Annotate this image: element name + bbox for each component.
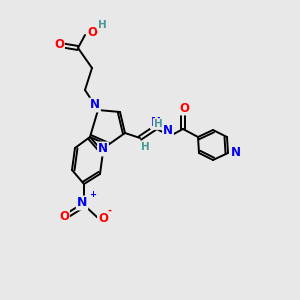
Text: H: H — [98, 20, 106, 30]
Text: -: - — [108, 206, 112, 216]
Text: O: O — [59, 209, 69, 223]
Text: O: O — [179, 101, 189, 115]
Text: H: H — [141, 142, 149, 152]
Text: O: O — [54, 38, 64, 50]
Text: N: N — [90, 98, 100, 112]
Text: N: N — [98, 142, 108, 155]
Text: O: O — [87, 26, 97, 38]
Text: H: H — [154, 119, 162, 129]
Text: N: N — [163, 124, 173, 136]
Text: N: N — [231, 146, 241, 158]
Text: O: O — [98, 212, 108, 226]
Text: N: N — [151, 116, 161, 128]
Text: +: + — [89, 190, 96, 199]
Text: N: N — [77, 196, 87, 209]
